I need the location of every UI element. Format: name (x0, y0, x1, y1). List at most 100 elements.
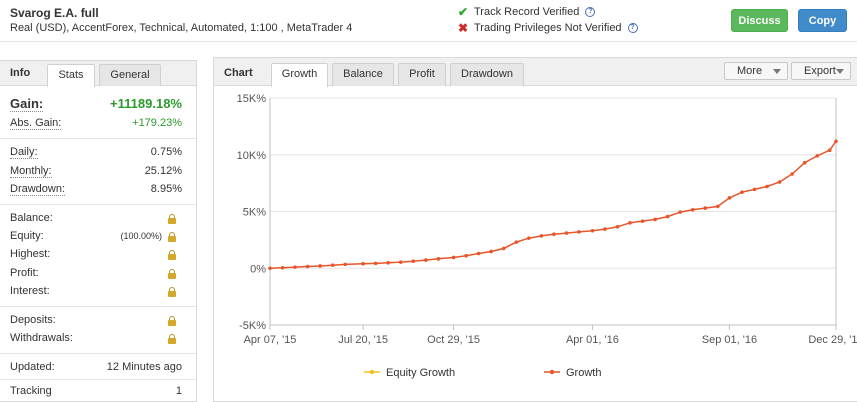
data-point (318, 264, 322, 268)
monthly-label[interactable]: Monthly: (10, 165, 52, 178)
x-tick-label: Dec 29, '16 (808, 334, 857, 346)
discuss-button[interactable]: Discuss (731, 9, 788, 32)
help-icon[interactable]: ? (627, 23, 638, 33)
track-record-label: Track Record Verified (474, 6, 580, 18)
deposits-label: Deposits: (10, 314, 56, 326)
info-tabs: Info Stats General (0, 61, 196, 87)
more-dropdown[interactable]: More (724, 62, 788, 80)
track-record-status: ✔ Track Record Verified ? (458, 5, 596, 19)
data-point (343, 262, 348, 267)
data-point (564, 231, 569, 235)
data-point (740, 190, 744, 195)
check-icon: ✔ (458, 5, 469, 19)
data-point (361, 261, 365, 266)
y-tick-label: 5K% (243, 207, 266, 219)
data-point (305, 264, 310, 269)
tab-profit[interactable]: Profit (398, 63, 446, 86)
y-tick-label: 0% (250, 263, 266, 275)
gain-label[interactable]: Gain: (10, 96, 44, 112)
data-point (690, 207, 695, 212)
export-label: Export (804, 65, 836, 77)
legend-swatch-marker (369, 369, 375, 375)
legend-item-equity-growth[interactable]: Equity Growth (364, 367, 455, 379)
y-tick-label: -5K% (239, 320, 266, 332)
data-point (752, 187, 757, 192)
daily-row: Daily: 0.75% (10, 146, 182, 162)
equity-percent: (100.00%) (120, 231, 162, 241)
x-tick-label: Oct 29, '15 (427, 334, 480, 346)
abs-gain-label[interactable]: Abs. Gain: (10, 117, 62, 130)
legend-item-growth[interactable]: Growth (544, 367, 601, 379)
chevron-down-icon (836, 69, 844, 74)
y-tick-label: 15K% (237, 93, 267, 105)
cross-icon: ✖ (458, 21, 469, 35)
x-tick-label: Apr 07, '15 (244, 334, 297, 346)
data-point (451, 255, 456, 260)
trading-privileges-status: ✖ Trading Privileges Not Verified ? (458, 21, 638, 35)
tab-balance[interactable]: Balance (332, 63, 394, 86)
data-point (280, 265, 285, 270)
series-line-growth (269, 140, 837, 270)
data-point (552, 232, 556, 236)
abs-gain-value: +179.23% (132, 117, 182, 129)
more-label: More (737, 65, 763, 77)
data-point (590, 228, 595, 233)
system-header: Svarog E.A. full Real (USD), AccentForex… (0, 0, 857, 42)
profit-label: Profit: (10, 267, 39, 279)
data-point (678, 210, 682, 214)
chart-title: Chart (224, 67, 253, 79)
y-tick-label: 10K% (237, 150, 267, 162)
system-description: Real (USD), AccentForex, Technical, Auto… (10, 22, 353, 34)
tab-drawdown[interactable]: Drawdown (450, 63, 524, 86)
data-point (703, 206, 708, 210)
drawdown-value: 8.95% (150, 183, 182, 195)
growth-chart[interactable]: 15K% 10K% 5K% 0% -5K% Apr 07, '15 Jul 20, '15 O… (214, 86, 857, 402)
gain-row: Gain: +11189.18% (10, 96, 182, 112)
lock-icon (168, 250, 176, 260)
legend-swatch-marker (549, 369, 555, 375)
drawdown-label[interactable]: Drawdown: (10, 183, 66, 196)
system-name[interactable]: Svarog E.A. full (10, 6, 99, 20)
interest-label: Interest: (10, 285, 50, 297)
info-title: Info (10, 67, 31, 79)
lock-icon (168, 232, 176, 242)
lock-icon (168, 269, 176, 279)
data-point (665, 214, 670, 219)
copy-button[interactable]: Copy (798, 9, 847, 32)
highest-label: Highest: (10, 248, 51, 260)
gain-value: +11189.18% (110, 96, 182, 111)
x-tick-label: Apr 01, '16 (566, 334, 619, 346)
data-point (489, 249, 494, 254)
data-point (464, 253, 468, 258)
divider (0, 204, 196, 205)
daily-label[interactable]: Daily: (10, 146, 38, 159)
tab-stats[interactable]: Stats (47, 64, 95, 87)
lock-icon (168, 334, 176, 344)
chart-panel: Chart Growth Balance Profit Drawdown Mor… (213, 57, 857, 402)
tracking-value: 1 (175, 385, 182, 397)
data-point (790, 172, 794, 176)
divider (0, 379, 196, 380)
x-tick-label: Sep 01, '16 (702, 334, 757, 346)
tracking-row: Tracking 1 (10, 385, 182, 401)
data-point (653, 217, 657, 222)
data-point (527, 236, 531, 240)
chart-tabs: Chart Growth Balance Profit Drawdown Mor… (214, 58, 857, 87)
withdrawals-row: Withdrawals: (10, 332, 182, 348)
data-point (577, 230, 581, 234)
data-point (411, 259, 416, 264)
data-point (330, 263, 335, 267)
data-point (777, 180, 782, 184)
data-point (628, 221, 632, 225)
updated-label: Updated: (10, 361, 55, 373)
legend-label: Growth (566, 367, 601, 379)
drawdown-row: Drawdown: 8.95% (10, 183, 182, 199)
help-icon[interactable]: ? (585, 7, 596, 17)
data-point (386, 261, 391, 265)
tab-growth[interactable]: Growth (271, 63, 328, 87)
balance-label: Balance: (10, 212, 53, 224)
export-dropdown[interactable]: Export (791, 62, 851, 80)
tab-general[interactable]: General (99, 64, 161, 86)
equity-label: Equity: (10, 230, 44, 242)
data-point (765, 184, 769, 189)
